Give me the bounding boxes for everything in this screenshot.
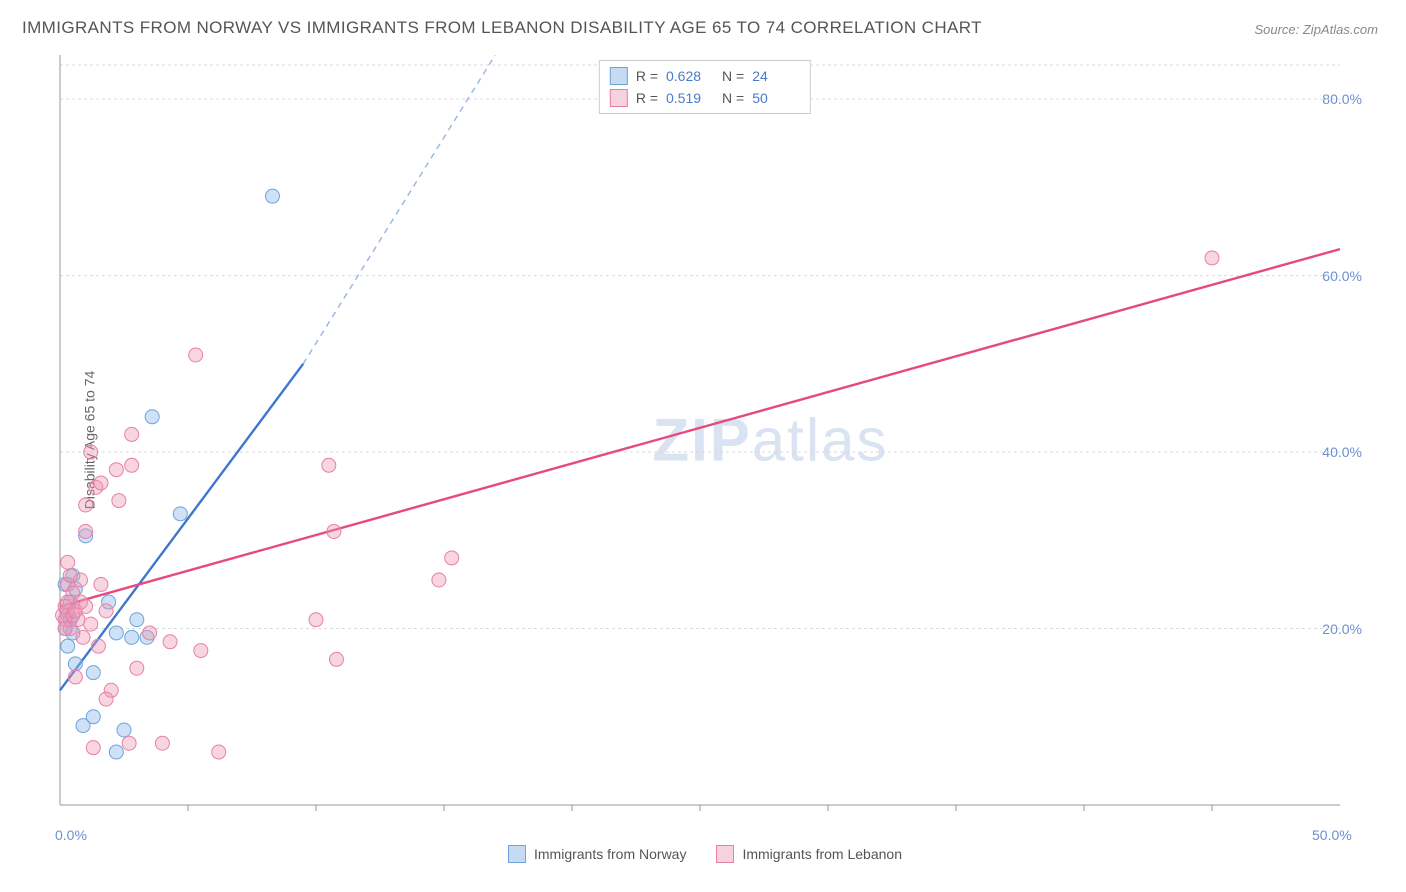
bottom-legend: Immigrants from Norway Immigrants from L… — [508, 845, 902, 863]
legend-stats-box: R = 0.628 N = 24 R = 0.519 N = 50 — [599, 60, 811, 114]
legend-stats-row-lebanon: R = 0.519 N = 50 — [610, 87, 800, 109]
x-tick-label: 50.0% — [1312, 827, 1352, 843]
legend-swatch-norway-bottom — [508, 845, 526, 863]
bottom-legend-label-lebanon: Immigrants from Lebanon — [742, 846, 902, 862]
x-tick-label: 0.0% — [55, 827, 87, 843]
stat-n-norway: 24 — [752, 68, 800, 84]
stat-n-label: N = — [722, 68, 744, 84]
stat-n-label: N = — [722, 90, 744, 106]
bottom-legend-item-lebanon: Immigrants from Lebanon — [716, 845, 902, 863]
legend-swatch-norway — [610, 67, 628, 85]
source-name: ZipAtlas.com — [1303, 22, 1378, 37]
plot-svg — [50, 55, 1360, 825]
legend-stats-row-norway: R = 0.628 N = 24 — [610, 65, 800, 87]
chart-container: Disability Age 65 to 74 ZIPatlas R = 0.6… — [50, 55, 1360, 825]
bottom-legend-item-norway: Immigrants from Norway — [508, 845, 686, 863]
source-attribution: Source: ZipAtlas.com — [1254, 22, 1378, 37]
chart-title: IMMIGRANTS FROM NORWAY VS IMMIGRANTS FRO… — [22, 18, 982, 38]
stat-r-label: R = — [636, 90, 658, 106]
legend-swatch-lebanon — [610, 89, 628, 107]
stat-r-lebanon: 0.519 — [666, 90, 714, 106]
stat-n-lebanon: 50 — [752, 90, 800, 106]
stat-r-label: R = — [636, 68, 658, 84]
stat-r-norway: 0.628 — [666, 68, 714, 84]
source-prefix: Source: — [1254, 22, 1302, 37]
bottom-legend-label-norway: Immigrants from Norway — [534, 846, 686, 862]
legend-swatch-lebanon-bottom — [716, 845, 734, 863]
